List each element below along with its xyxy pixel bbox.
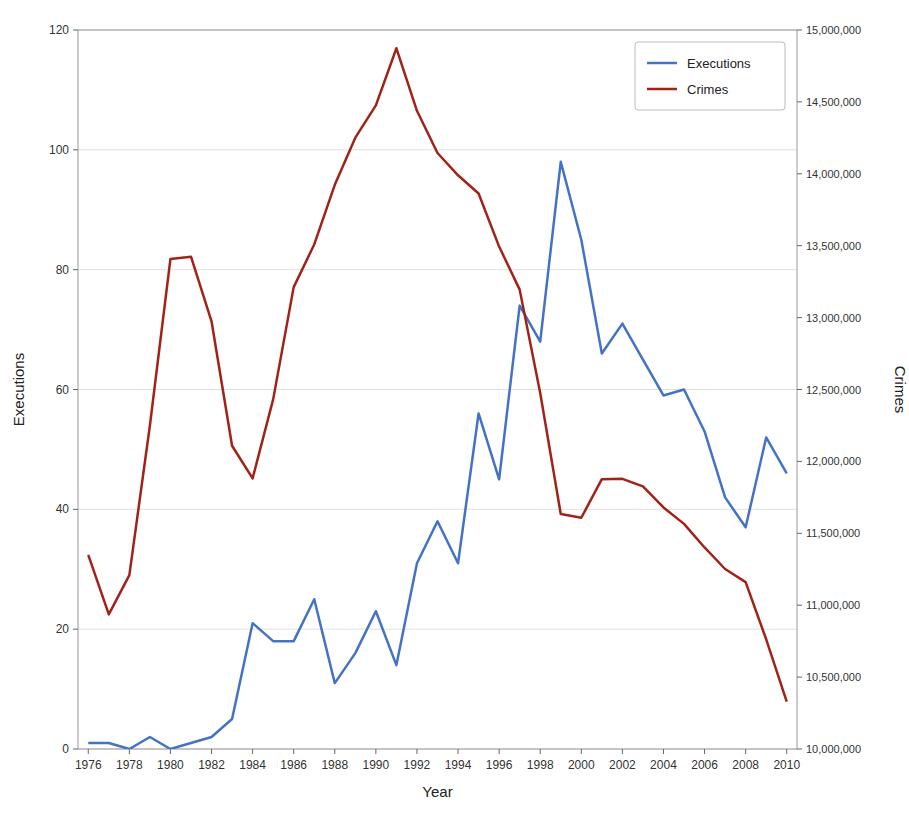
x-tick [581, 749, 582, 754]
chart: 1976 1978 1980 1982 1984 1986 1988 1990 1992 1994… [0, 0, 909, 819]
y2-tick-label: 11,000,000 [806, 599, 860, 611]
x-tick [129, 749, 130, 754]
legend-box [635, 42, 785, 110]
y-axis: 0 20 40 60 80 100 120 [49, 23, 78, 756]
x-tick-label: 1978 [116, 758, 143, 772]
y2-tick-label: 14,500,000 [806, 96, 861, 108]
y2-tick-label: 10,000,000 [806, 743, 861, 755]
x-tick [211, 749, 212, 754]
y2-tick [797, 461, 802, 462]
y-tick [73, 389, 78, 390]
y2-axis-label: Crimes [892, 366, 909, 414]
plot-frame [78, 30, 797, 749]
x-tick-label: 1980 [157, 758, 184, 772]
y2-tick-label: 12,500,000 [806, 384, 861, 396]
x-axis: 1976 1978 1980 1982 1984 1986 1988 1990 1992 1994… [75, 749, 800, 772]
x-tick [499, 749, 500, 754]
x-tick [458, 749, 459, 754]
legend: Executions Crimes [635, 42, 785, 110]
y-axis-label: Executions [10, 353, 27, 426]
legend-swatch [647, 62, 677, 65]
y-tick-label: 0 [62, 742, 69, 756]
y2-tick [797, 533, 802, 534]
y2-tick-label: 13,500,000 [806, 240, 861, 252]
x-tick-label: 1996 [486, 758, 513, 772]
y2-tick-label: 13,000,000 [806, 312, 861, 324]
y-tick-label: 40 [56, 502, 70, 516]
x-tick-label: 1988 [321, 758, 348, 772]
x-tick-label: 1976 [75, 758, 102, 772]
grid-line [78, 629, 797, 630]
y2-tick-label: 15,000,000 [806, 24, 861, 36]
x-tick [334, 749, 335, 754]
y-tick [73, 269, 78, 270]
y-tick [73, 509, 78, 510]
y-tick-label: 80 [56, 263, 70, 277]
y2-tick-label: 14,000,000 [806, 168, 861, 180]
x-tick [416, 749, 417, 754]
y-tick-label: 20 [56, 622, 70, 636]
x-tick-label: 1986 [280, 758, 307, 772]
x-tick [375, 749, 376, 754]
x-tick-label: 1992 [404, 758, 431, 772]
y2-tick-label: 11,500,000 [806, 527, 860, 539]
y-tick [73, 30, 78, 31]
x-tick-label: 1984 [239, 758, 266, 772]
x-tick-label: 2010 [773, 758, 800, 772]
y2-axis: 10,000,000 10,500,000 11,000,000 11,500,000… [797, 24, 861, 755]
x-tick-label: 1994 [445, 758, 472, 772]
y2-tick [797, 389, 802, 390]
y2-tick [797, 749, 802, 750]
series-line [88, 162, 786, 749]
x-tick-label: 2002 [609, 758, 636, 772]
x-tick-label: 1982 [198, 758, 225, 772]
legend-swatch [647, 88, 677, 91]
x-tick-label: 2008 [732, 758, 759, 772]
series-line [88, 48, 786, 701]
y2-tick [797, 605, 802, 606]
x-tick-label: 1998 [527, 758, 554, 772]
x-tick [622, 749, 623, 754]
x-tick [252, 749, 253, 754]
y2-tick [797, 677, 802, 678]
y2-tick [797, 245, 802, 246]
grid-line [78, 269, 797, 270]
x-tick-label: 2004 [650, 758, 677, 772]
x-tick [786, 749, 787, 754]
x-tick-label: 2006 [691, 758, 718, 772]
x-tick [170, 749, 171, 754]
legend-label: Crimes [687, 82, 729, 97]
x-tick-label: 2000 [568, 758, 595, 772]
x-tick [293, 749, 294, 754]
y2-tick-label: 10,500,000 [806, 671, 861, 683]
y2-tick [797, 173, 802, 174]
y2-tick [797, 30, 802, 31]
y-tick [73, 629, 78, 630]
grid [78, 30, 797, 749]
lines [88, 48, 786, 749]
y2-tick-label: 12,000,000 [806, 455, 861, 467]
y-tick-label: 120 [49, 23, 69, 37]
grid-line [78, 389, 797, 390]
y-tick [73, 749, 78, 750]
grid-line [78, 509, 797, 510]
y-tick-label: 100 [49, 143, 69, 157]
y-tick-label: 60 [56, 383, 70, 397]
y-tick [73, 149, 78, 150]
x-tick [88, 749, 89, 754]
x-tick [540, 749, 541, 754]
x-tick [663, 749, 664, 754]
legend-label: Executions [687, 56, 751, 71]
x-tick [745, 749, 746, 754]
y2-tick [797, 317, 802, 318]
x-axis-label: Year [422, 783, 452, 800]
y2-tick [797, 101, 802, 102]
x-tick [704, 749, 705, 754]
x-tick-label: 1990 [363, 758, 390, 772]
